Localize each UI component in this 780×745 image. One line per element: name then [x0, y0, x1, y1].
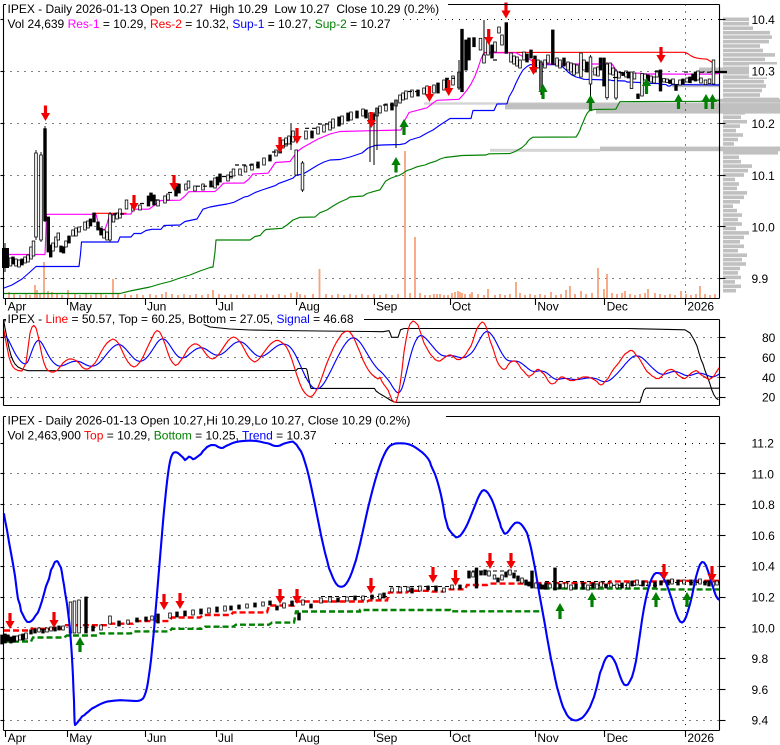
svg-text:9.9: 9.9: [752, 272, 769, 286]
svg-text:Jun: Jun: [147, 731, 166, 745]
svg-text:11.0: 11.0: [752, 467, 775, 481]
svg-text:Aug: Aug: [299, 300, 320, 314]
svg-text:IPEX - Line = 50.57, Top = 60.: IPEX - Line = 50.57, Top = 60.25, Bottom…: [8, 312, 354, 326]
svg-text:Vol 2,463,900 Top = 10.29, Bot: Vol 2,463,900 Top = 10.29, Bottom = 10.2…: [8, 429, 317, 443]
svg-text:10.2: 10.2: [752, 117, 776, 131]
svg-text:Oct: Oct: [452, 731, 471, 745]
svg-text:10.4: 10.4: [752, 13, 776, 27]
svg-text:Jul: Jul: [218, 731, 233, 745]
svg-text:80: 80: [762, 331, 776, 345]
svg-text:10.1: 10.1: [752, 169, 776, 183]
svg-text:Dec: Dec: [607, 300, 628, 314]
svg-text:9.4: 9.4: [752, 714, 769, 728]
svg-text:Nov: Nov: [537, 731, 558, 745]
svg-text:Vol 24,639 Res-1 = 10.29, Res-: Vol 24,639 Res-1 = 10.29, Res-2 = 10.32,…: [8, 17, 391, 31]
svg-text:Dec: Dec: [607, 731, 628, 745]
svg-text:10.3: 10.3: [752, 65, 776, 79]
svg-text:9.8: 9.8: [752, 652, 769, 666]
svg-text:10.0: 10.0: [752, 220, 776, 234]
svg-text:2026: 2026: [687, 300, 714, 314]
svg-text:Apr: Apr: [8, 731, 27, 745]
svg-text:IPEX - Daily 2026-01-13 Open 1: IPEX - Daily 2026-01-13 Open 10.27,Hi 10…: [8, 414, 411, 428]
svg-text:9.6: 9.6: [752, 683, 769, 697]
svg-text:May: May: [69, 300, 92, 314]
svg-text:10.0: 10.0: [752, 621, 776, 635]
svg-text:Nov: Nov: [537, 300, 558, 314]
svg-text:10.2: 10.2: [752, 591, 776, 605]
svg-text:Apr: Apr: [8, 300, 27, 314]
svg-text:10.4: 10.4: [752, 560, 776, 574]
svg-text:Aug: Aug: [299, 731, 320, 745]
svg-text:Jun: Jun: [147, 300, 166, 314]
svg-text:Sep: Sep: [376, 731, 398, 745]
svg-text:10.8: 10.8: [752, 498, 776, 512]
svg-text:IPEX - Daily 2026-01-13 Open 1: IPEX - Daily 2026-01-13 Open 10.27 High …: [8, 2, 440, 16]
svg-text:Oct: Oct: [452, 300, 471, 314]
svg-text:Jul: Jul: [218, 300, 233, 314]
svg-text:60: 60: [762, 351, 776, 365]
svg-text:40: 40: [762, 371, 776, 385]
svg-text:11.2: 11.2: [752, 437, 775, 451]
svg-text:May: May: [69, 731, 92, 745]
svg-text:20: 20: [762, 391, 776, 405]
svg-text:2026: 2026: [687, 731, 714, 745]
svg-text:10.6: 10.6: [752, 529, 776, 543]
svg-text:Sep: Sep: [376, 300, 398, 314]
